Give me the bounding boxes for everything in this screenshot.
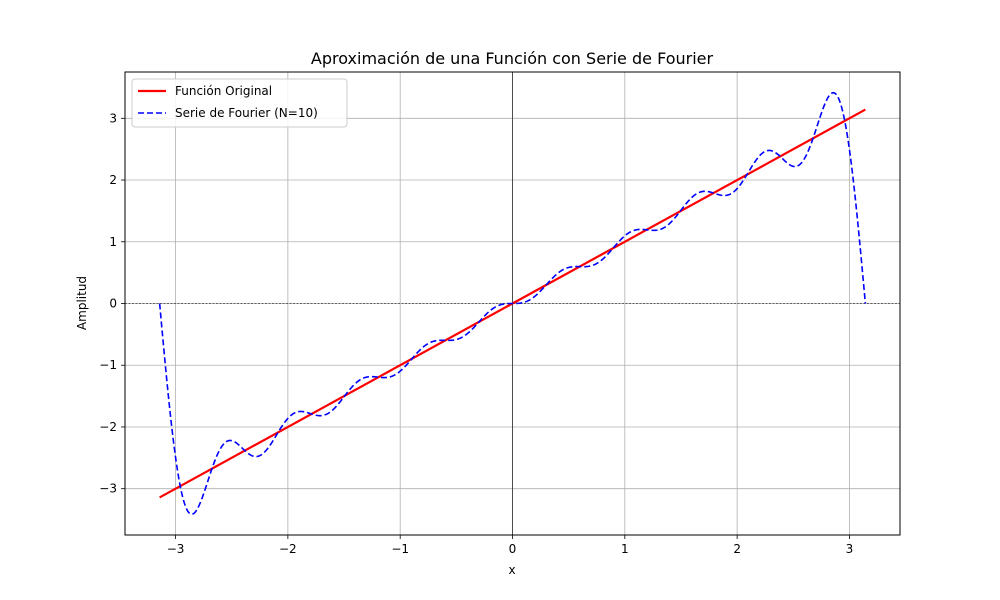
plot-area: −3 −2 −1 0 1 2 3 −3 −2 −1 0 1 2 3 Función Original Seri… xyxy=(99,71,901,556)
x-axis-label: x xyxy=(508,563,515,577)
y-tick-label: 2 xyxy=(109,173,117,187)
x-tick-label: 3 xyxy=(846,542,854,556)
y-tick-label: −2 xyxy=(99,420,117,434)
x-tick-label: 0 xyxy=(509,542,517,556)
x-tick-label: −2 xyxy=(279,542,297,556)
legend-label: Serie de Fourier (N=10) xyxy=(175,106,318,120)
y-tick-label: 0 xyxy=(109,297,117,311)
x-tick-label: −1 xyxy=(391,542,409,556)
y-tick-label: −3 xyxy=(99,482,117,496)
x-tick-label: −3 xyxy=(167,542,185,556)
x-tick-label: 1 xyxy=(621,542,629,556)
y-tick-label: −1 xyxy=(99,358,117,372)
y-axis-label: Amplitud xyxy=(75,276,89,330)
chart-title: Aproximación de una Función con Serie de… xyxy=(311,49,714,68)
y-tick-label: 3 xyxy=(109,111,117,125)
x-tick-label: 2 xyxy=(733,542,741,556)
legend-label: Función Original xyxy=(175,84,272,98)
legend-box xyxy=(131,78,348,128)
series-line-fourier xyxy=(158,91,867,516)
y-tick-label: 1 xyxy=(109,235,117,249)
